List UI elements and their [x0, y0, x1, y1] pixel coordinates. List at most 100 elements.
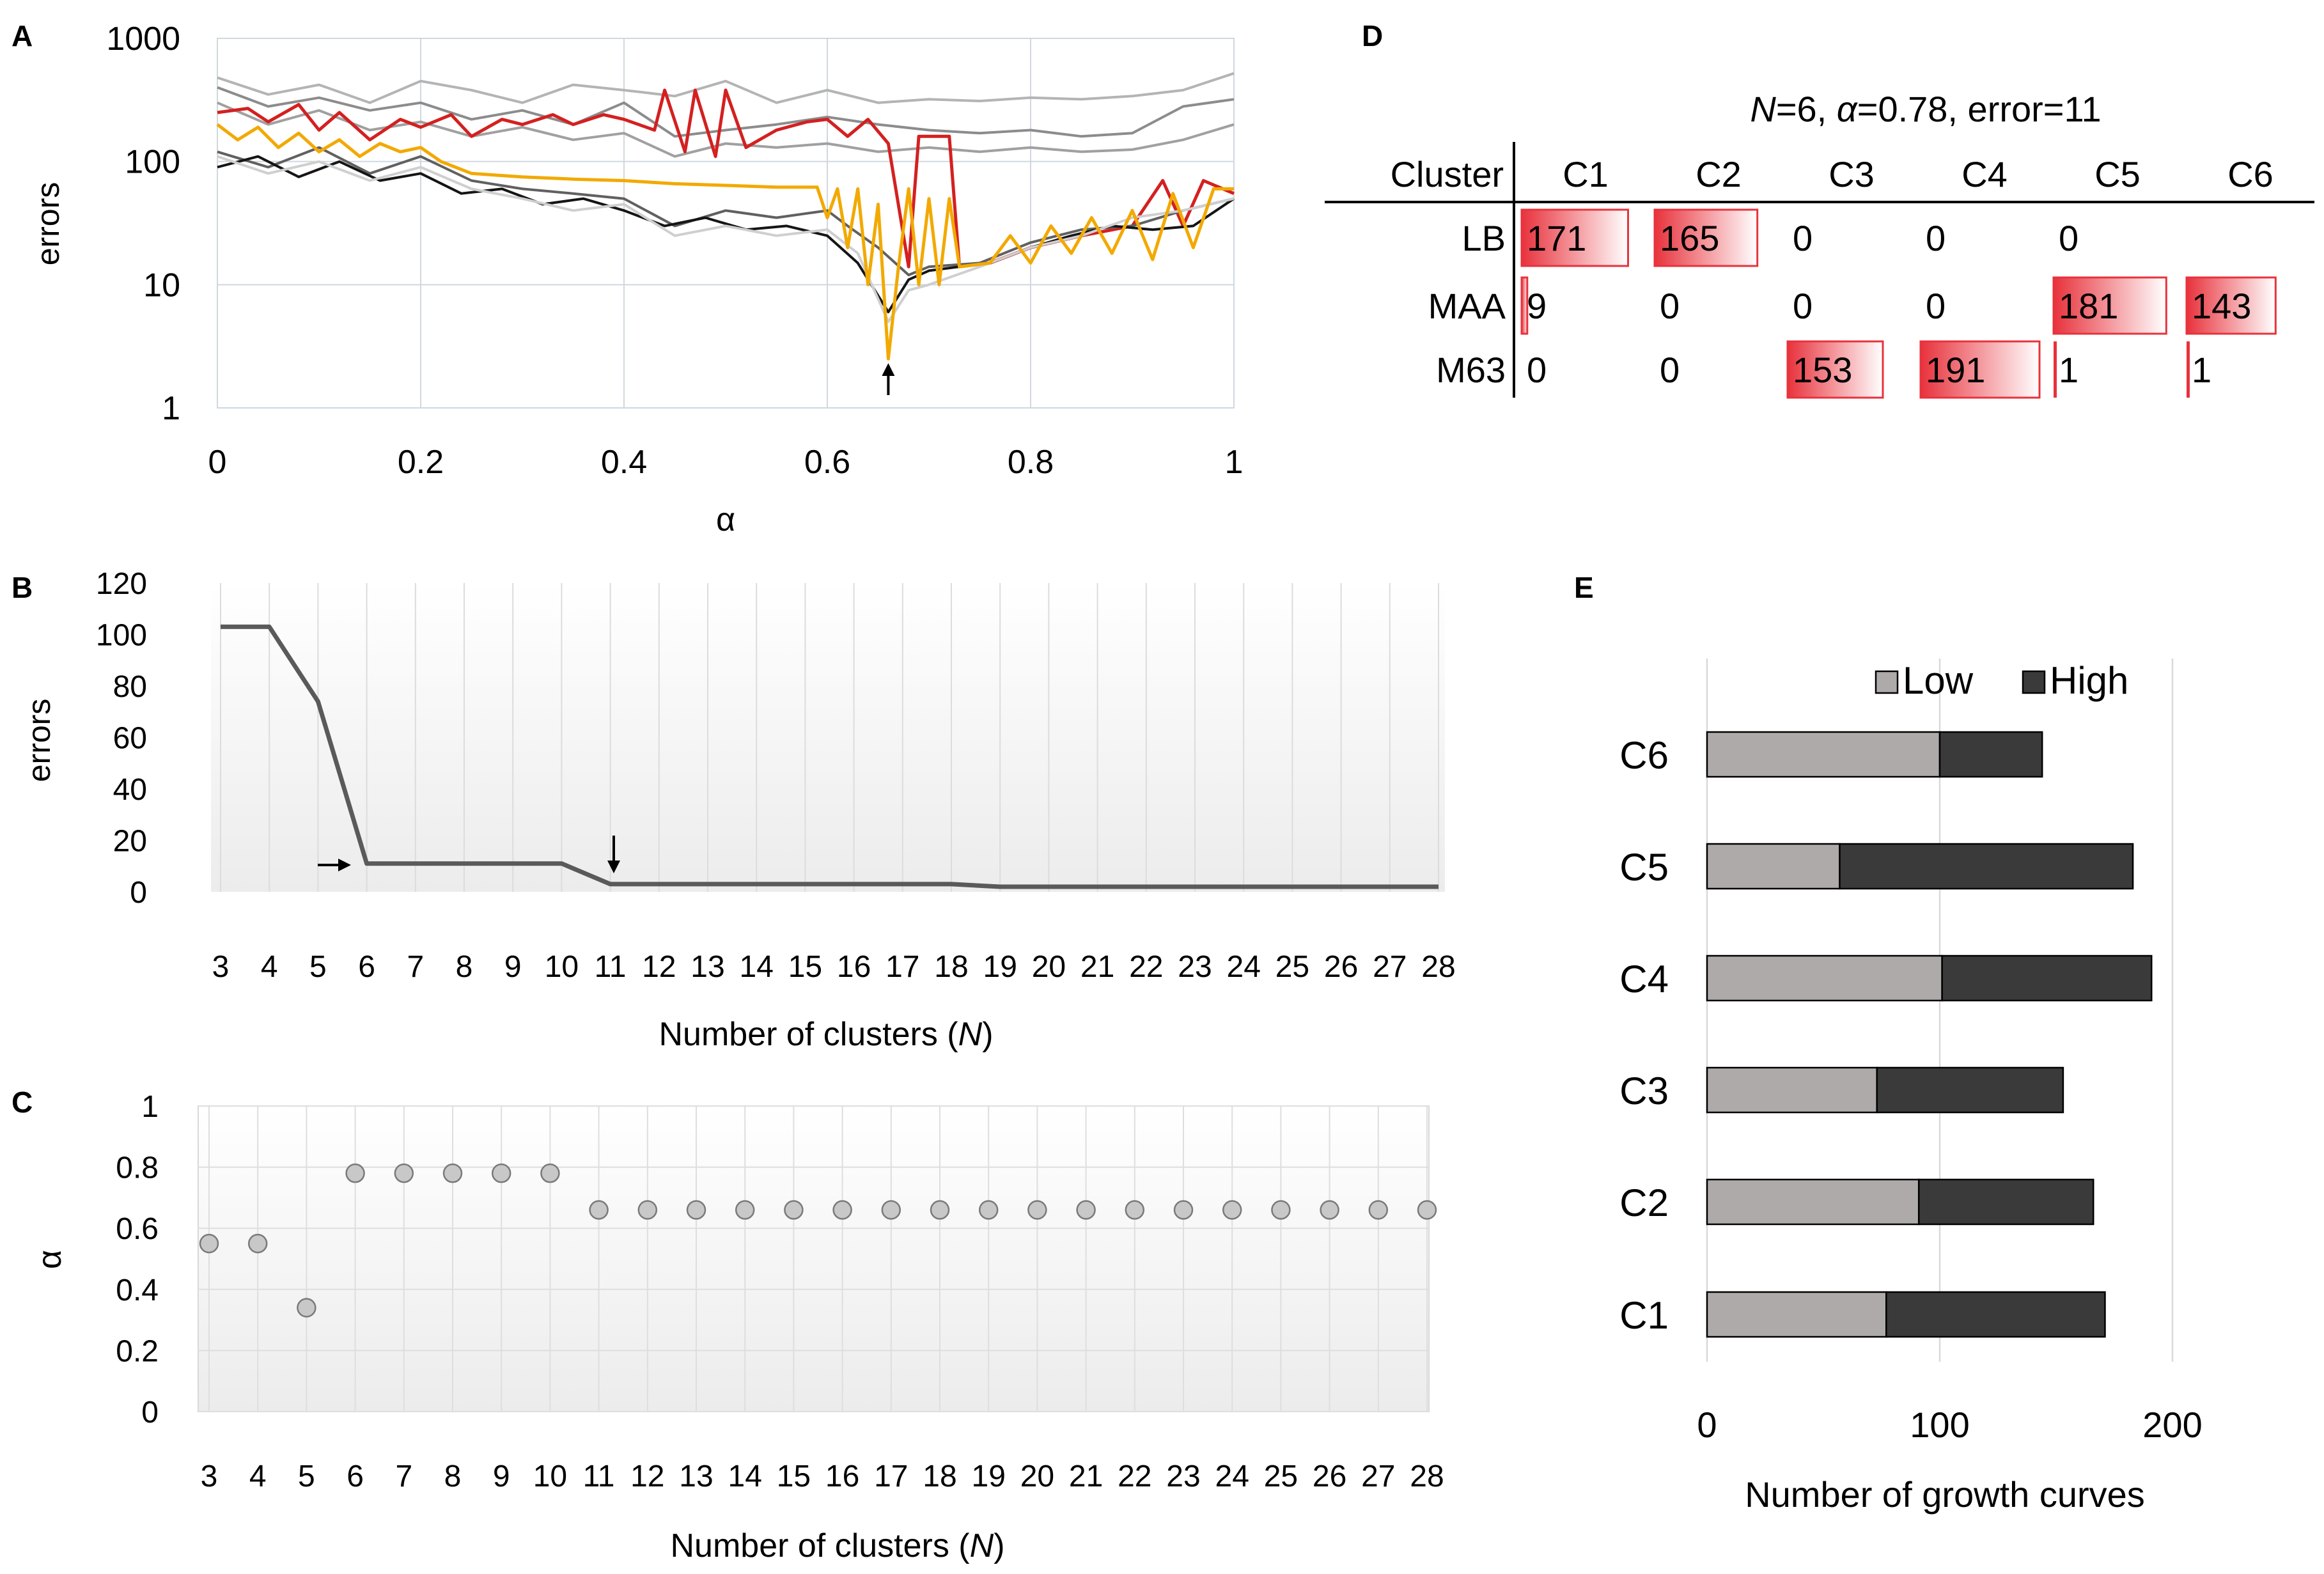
column-header-d: C4 [1961, 154, 2008, 194]
panel-c: C 0 0.2 0.4 0.6 0.8 1 3 4 5 6 7 8 9 10 11 12 13 14 15 16 17… [12, 1086, 1444, 1564]
panel-b: B 0 20 40 60 80 100 120 3 4 5 6 7 8 9 10 11 12 13 14 15 16 1… [12, 567, 1456, 1053]
alpha-point [247, 1233, 268, 1254]
alpha-point [784, 1200, 804, 1220]
x-tick-label-c: 6 [347, 1460, 364, 1493]
x-tick-label-b: 6 [358, 950, 375, 984]
y-axis-label-b: errors [21, 699, 57, 783]
x-tick-label-c: 25 [1264, 1460, 1298, 1493]
x-tick-label-b: 25 [1275, 950, 1309, 984]
errors-line-b [221, 624, 1439, 889]
category-label-e: C1 [1619, 1294, 1669, 1337]
bar-segment-low [1706, 843, 1841, 890]
alpha-point [1076, 1200, 1096, 1220]
x-ticks-c: 3 4 5 6 7 8 9 10 11 12 13 14 15 16 17 18 19 20 21 22 23 24 25 2… [201, 1460, 1444, 1493]
alpha-point [1125, 1200, 1145, 1220]
x-axis-label-b: Number of clusters (N) [659, 1016, 993, 1053]
x-tick-label-c: 18 [923, 1460, 956, 1493]
y-tick-label-c: 0 [141, 1396, 159, 1430]
y-tick-label-c: 1 [141, 1090, 159, 1124]
cell-value-d: 1 [2192, 350, 2211, 390]
x-tick-label-b: 21 [1080, 950, 1114, 984]
y-tick-label-b: 0 [130, 876, 147, 910]
cell-value-d: 143 [2192, 286, 2251, 326]
x-axis-label-b-var: N [958, 1016, 983, 1053]
y-tick-label-b: 100 [96, 619, 147, 653]
cell-value-d: 153 [1793, 350, 1852, 390]
y-tick-label-a: 1 [162, 390, 180, 427]
alpha-point [1027, 1200, 1047, 1220]
data-bar-d [1919, 340, 2041, 399]
cell-value-d: 1 [2059, 350, 2078, 390]
legend-swatch-low [1875, 670, 1899, 694]
row-label-d: M63 [1436, 350, 1506, 390]
column-header-d: C3 [1829, 154, 1875, 194]
x-tick-label-c: 15 [777, 1460, 811, 1493]
x-tick-label-c: 7 [395, 1460, 412, 1493]
column-header-d: C1 [1563, 154, 1609, 194]
alpha-point [589, 1200, 609, 1220]
title-n-d: N [1750, 89, 1776, 129]
plot-area-b [211, 583, 1445, 892]
x-ticks-b: 3 4 5 6 7 8 9 10 11 12 13 14 15 16 17 18 19 20 21 22 23 24 25 2… [212, 950, 1456, 984]
cell-value-d: 181 [2059, 286, 2118, 326]
bar-segment-high [1885, 1291, 2106, 1338]
x-tick-label-a: 0 [208, 444, 227, 481]
y-tick-label-c: 0.2 [116, 1334, 159, 1368]
alpha-point [686, 1200, 706, 1220]
alpha-point [930, 1200, 950, 1220]
data-bar-d [2187, 341, 2190, 398]
data-bar-d [1653, 208, 1759, 267]
cell-value-d: 191 [1926, 350, 1985, 390]
category-labels-e: C1 C2 C3 C4 C5 C6 [1619, 734, 1669, 1337]
x-tick-label-b: 27 [1373, 950, 1407, 984]
data-bar-d [1786, 340, 1884, 399]
bar-segment-high [1941, 955, 2153, 1002]
y-tick-label-c: 0.8 [116, 1151, 159, 1185]
category-label-e: C2 [1619, 1181, 1669, 1224]
x-tick-label-c: 19 [972, 1460, 1006, 1493]
bar-segment-low [1706, 1066, 1878, 1114]
cell-value-d: 0 [1660, 350, 1680, 390]
data-bar-d [2054, 341, 2057, 398]
column-header-d: C6 [2227, 154, 2273, 194]
legend-label-low: Low [1903, 659, 1974, 702]
y-tick-label-b: 120 [96, 567, 147, 601]
x-tick-label-a: 0.4 [601, 444, 647, 481]
x-tick-label-c: 28 [1410, 1460, 1444, 1493]
x-axis-label-c-suffix: ) [994, 1527, 1004, 1564]
category-label-e: C4 [1619, 958, 1669, 1001]
x-tick-label-b: 18 [934, 950, 968, 984]
gridlines-a [217, 38, 1235, 409]
panel-d: D N=6, α=0.78, error=11 Cluster C1 C2 C3 C4… [1325, 19, 2314, 399]
category-label-e: C3 [1619, 1070, 1669, 1112]
x-axis-label-a: α [716, 501, 735, 538]
alpha-point [1320, 1200, 1339, 1220]
y-tick-label-a: 1000 [106, 20, 180, 58]
y-tick-label-c: 0.6 [116, 1212, 159, 1246]
x-tick-label-e: 100 [1910, 1405, 1969, 1445]
x-tick-label-b: 13 [690, 950, 724, 984]
bar-segment-high [1876, 1066, 2064, 1114]
cell-value-d: 0 [1793, 218, 1813, 258]
x-tick-label-b: 14 [740, 950, 774, 984]
panel-label-d: D [1362, 19, 1383, 52]
x-ticks-a: 0 0.2 0.4 0.6 0.8 1 [208, 444, 1244, 481]
alpha-point [199, 1233, 219, 1254]
column-header-d: C2 [1696, 154, 1742, 194]
x-axis-label-c: Number of clusters (N) [670, 1527, 1004, 1564]
y-ticks-c: 0 0.2 0.4 0.6 0.8 1 [116, 1090, 159, 1430]
x-tick-label-b: 17 [885, 950, 919, 984]
column-header-d: C5 [2094, 154, 2141, 194]
x-tick-label-b: 15 [788, 950, 822, 984]
gridlines-c [198, 1105, 1429, 1412]
alpha-point [442, 1163, 463, 1183]
x-tick-label-c: 8 [444, 1460, 462, 1493]
x-axis-label-b-suffix: ) [982, 1016, 993, 1053]
cell-value-d: 0 [1660, 286, 1680, 326]
series-line-light-gray [217, 155, 1235, 323]
bar-segment-high [1917, 1178, 2094, 1226]
panel-a: A 1 10 100 1000 0 0.2 0.4 0.6 0.8 1 errors α [12, 19, 1243, 538]
y-tick-label-b: 20 [113, 825, 147, 859]
table-title-d: N=6, α=0.78, error=11 [1750, 89, 2101, 129]
cell-value-d: 171 [1527, 218, 1586, 258]
